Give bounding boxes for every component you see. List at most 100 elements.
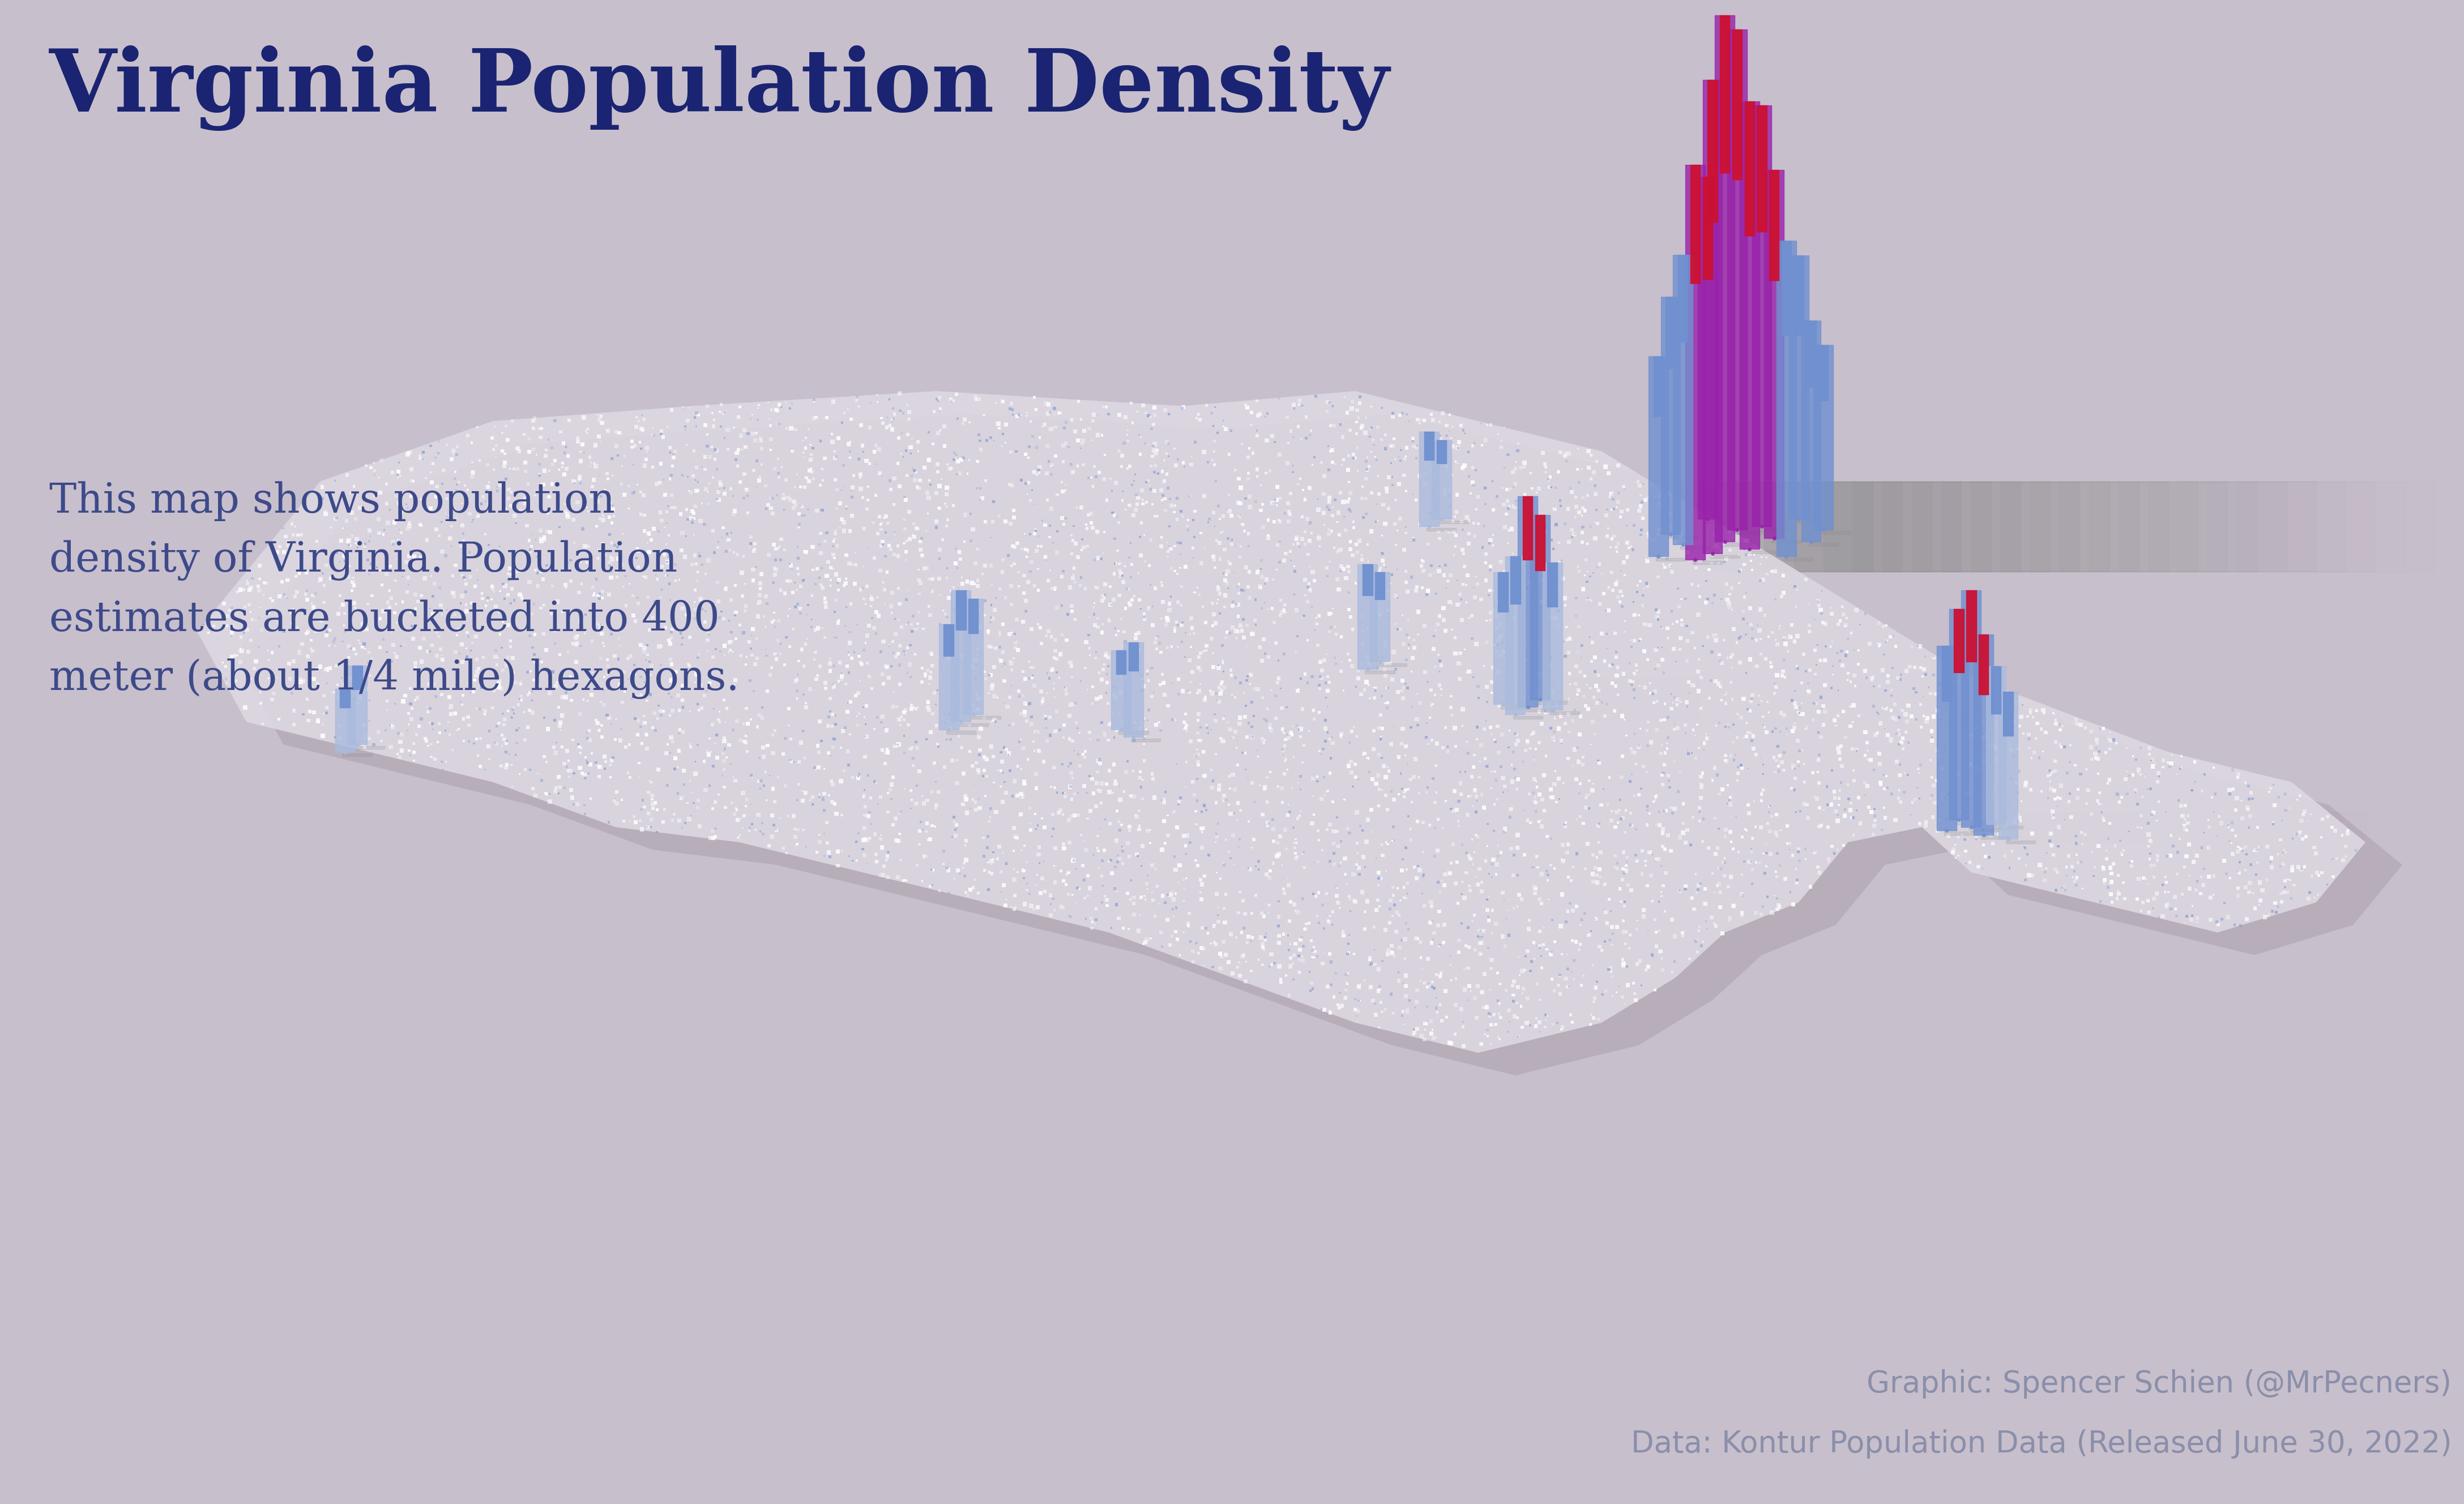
Point [2008, 704, 2048, 728]
Point [1853, 665, 1892, 689]
Point [1412, 678, 1451, 702]
Point [1237, 738, 1276, 763]
Point [752, 803, 791, 827]
Point [1525, 916, 1565, 940]
Point [1579, 1008, 1619, 1032]
Point [1759, 755, 1799, 779]
Point [995, 439, 1035, 463]
Point [788, 593, 828, 617]
Point [256, 665, 296, 689]
Point [914, 857, 954, 881]
Point [1437, 626, 1476, 650]
Point [1959, 701, 1998, 725]
Point [946, 848, 986, 872]
Point [1602, 505, 1641, 529]
Point [880, 802, 919, 826]
Point [2161, 757, 2200, 781]
Point [1513, 949, 1552, 973]
Point [939, 708, 978, 732]
Point [1764, 866, 1804, 890]
Point [934, 388, 973, 412]
Point [1993, 695, 2033, 719]
Point [1626, 549, 1666, 573]
Point [2328, 821, 2368, 845]
Point [1247, 696, 1286, 720]
Point [1476, 760, 1515, 784]
Point [1077, 575, 1116, 599]
Point [1493, 576, 1533, 600]
Point [628, 540, 668, 564]
Point [1429, 590, 1469, 614]
Point [1870, 624, 1910, 648]
Point [1363, 396, 1402, 420]
Point [1020, 835, 1060, 859]
Point [574, 451, 614, 475]
Point [1323, 426, 1363, 450]
Point [1614, 669, 1653, 693]
Point [695, 731, 734, 755]
Point [660, 738, 700, 763]
Point [520, 647, 559, 671]
Point [1126, 469, 1165, 493]
Point [1252, 719, 1291, 743]
Point [1392, 829, 1432, 853]
Point [796, 755, 835, 779]
Point [530, 459, 569, 483]
Point [1306, 671, 1345, 695]
Point [648, 511, 687, 535]
Point [803, 468, 843, 492]
Point [678, 796, 717, 820]
Point [1136, 480, 1175, 504]
Point [1069, 636, 1109, 660]
Point [1530, 778, 1570, 802]
Point [1419, 993, 1459, 1017]
Point [880, 653, 919, 677]
Point [1274, 836, 1313, 860]
Point [2131, 749, 2171, 773]
Point [2230, 803, 2269, 827]
Point [986, 412, 1025, 436]
Point [791, 448, 830, 472]
Point [1567, 693, 1607, 717]
Point [1757, 627, 1796, 651]
Point [1358, 415, 1397, 439]
Point [1643, 544, 1683, 569]
Point [1478, 1026, 1518, 1050]
Point [537, 731, 577, 755]
Point [1331, 821, 1370, 845]
Point [1385, 463, 1424, 487]
Point [429, 508, 468, 532]
Point [1249, 857, 1289, 881]
Point [857, 585, 897, 609]
Point [379, 528, 419, 552]
Point [936, 447, 976, 471]
Point [1754, 746, 1794, 770]
Point [710, 641, 749, 665]
Point [2126, 866, 2166, 890]
Point [1602, 559, 1641, 584]
Point [1348, 746, 1387, 770]
Point [1313, 504, 1353, 528]
Point [1616, 653, 1656, 677]
Point [2294, 835, 2333, 859]
Point [806, 587, 845, 611]
Point [843, 433, 882, 457]
Point [522, 769, 562, 793]
Point [589, 811, 628, 835]
Point [1129, 659, 1168, 683]
Point [1592, 498, 1631, 522]
Point [527, 553, 567, 578]
Point [1868, 669, 1907, 693]
Point [1099, 558, 1138, 582]
Point [1646, 836, 1685, 860]
Point [1693, 591, 1732, 615]
Point [291, 675, 330, 699]
Point [468, 480, 508, 504]
Point [1035, 415, 1074, 439]
Point [1459, 973, 1498, 997]
Point [806, 757, 845, 781]
Point [1003, 785, 1042, 809]
Point [825, 716, 865, 740]
Point [793, 535, 833, 559]
Point [1318, 578, 1358, 602]
